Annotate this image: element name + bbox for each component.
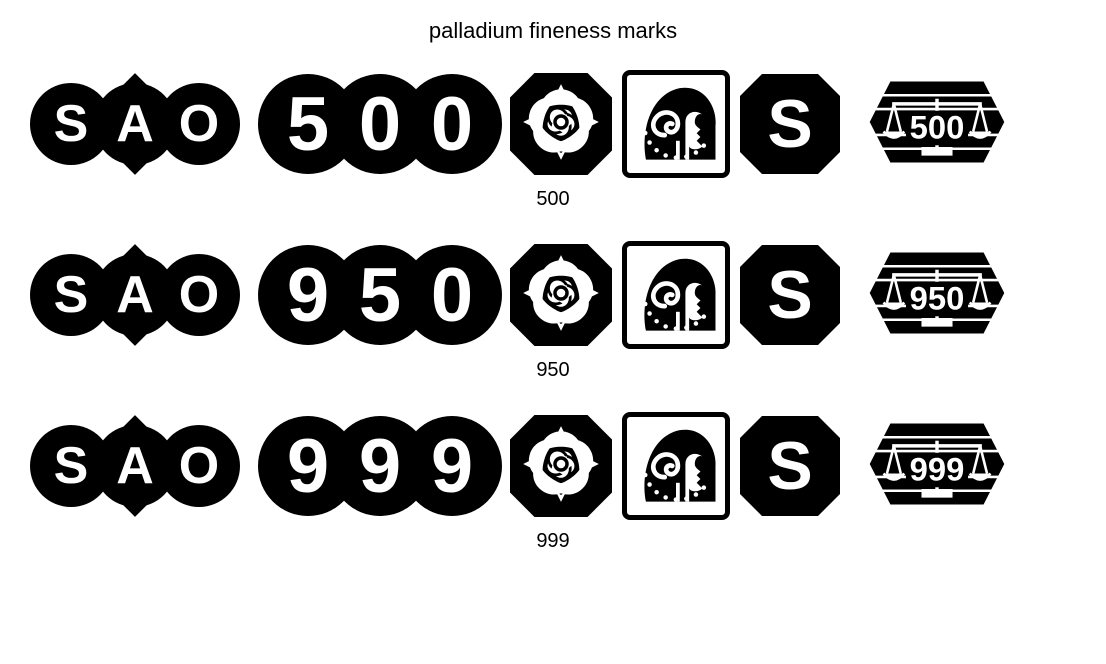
hallmark-row: S A O 9 9 9 bbox=[0, 404, 1106, 524]
row-caption: 500 bbox=[0, 182, 1106, 233]
row-caption: 999 bbox=[0, 524, 1106, 575]
convention-mark: 999 bbox=[868, 415, 1006, 517]
row-caption: 950 bbox=[0, 353, 1106, 404]
athena-head-icon bbox=[629, 417, 723, 516]
fineness-mark: 9 9 9 bbox=[258, 416, 500, 516]
date-letter-mark: S bbox=[740, 74, 840, 174]
assay-office-mark bbox=[510, 244, 612, 346]
svg-text:500: 500 bbox=[910, 108, 965, 145]
date-letter-mark: S bbox=[740, 416, 840, 516]
traditional-fineness-mark bbox=[622, 241, 730, 349]
assay-office-mark bbox=[510, 415, 612, 517]
sponsor-letter: O bbox=[158, 254, 240, 336]
fineness-mark: 9 5 0 bbox=[258, 245, 500, 345]
sponsor-letter: O bbox=[158, 425, 240, 507]
scales-icon: 999 bbox=[868, 414, 1006, 519]
sponsor-mark: S A O bbox=[30, 416, 240, 516]
tudor-rose-icon bbox=[518, 421, 604, 512]
athena-head-icon bbox=[629, 246, 723, 345]
scales-icon: 500 bbox=[868, 72, 1006, 177]
page-title: palladium fineness marks bbox=[0, 0, 1106, 62]
assay-office-mark bbox=[510, 73, 612, 175]
fineness-digit: 0 bbox=[402, 74, 502, 174]
fineness-mark: 5 0 0 bbox=[258, 74, 500, 174]
fineness-digit: 9 bbox=[402, 416, 502, 516]
athena-head-icon bbox=[629, 75, 723, 174]
scales-icon: 950 bbox=[868, 243, 1006, 348]
tudor-rose-icon bbox=[518, 250, 604, 341]
convention-mark: 950 bbox=[868, 244, 1006, 346]
sponsor-mark: S A O bbox=[30, 74, 240, 174]
svg-text:999: 999 bbox=[910, 450, 965, 487]
svg-text:950: 950 bbox=[910, 279, 965, 316]
sponsor-mark: S A O bbox=[30, 245, 240, 345]
traditional-fineness-mark bbox=[622, 412, 730, 520]
convention-mark: 500 bbox=[868, 73, 1006, 175]
fineness-digit: 0 bbox=[402, 245, 502, 345]
sponsor-letter: O bbox=[158, 83, 240, 165]
hallmark-row: S A O 9 5 0 bbox=[0, 233, 1106, 353]
hallmark-row: S A O 5 0 0 bbox=[0, 62, 1106, 182]
tudor-rose-icon bbox=[518, 79, 604, 170]
traditional-fineness-mark bbox=[622, 70, 730, 178]
date-letter-mark: S bbox=[740, 245, 840, 345]
